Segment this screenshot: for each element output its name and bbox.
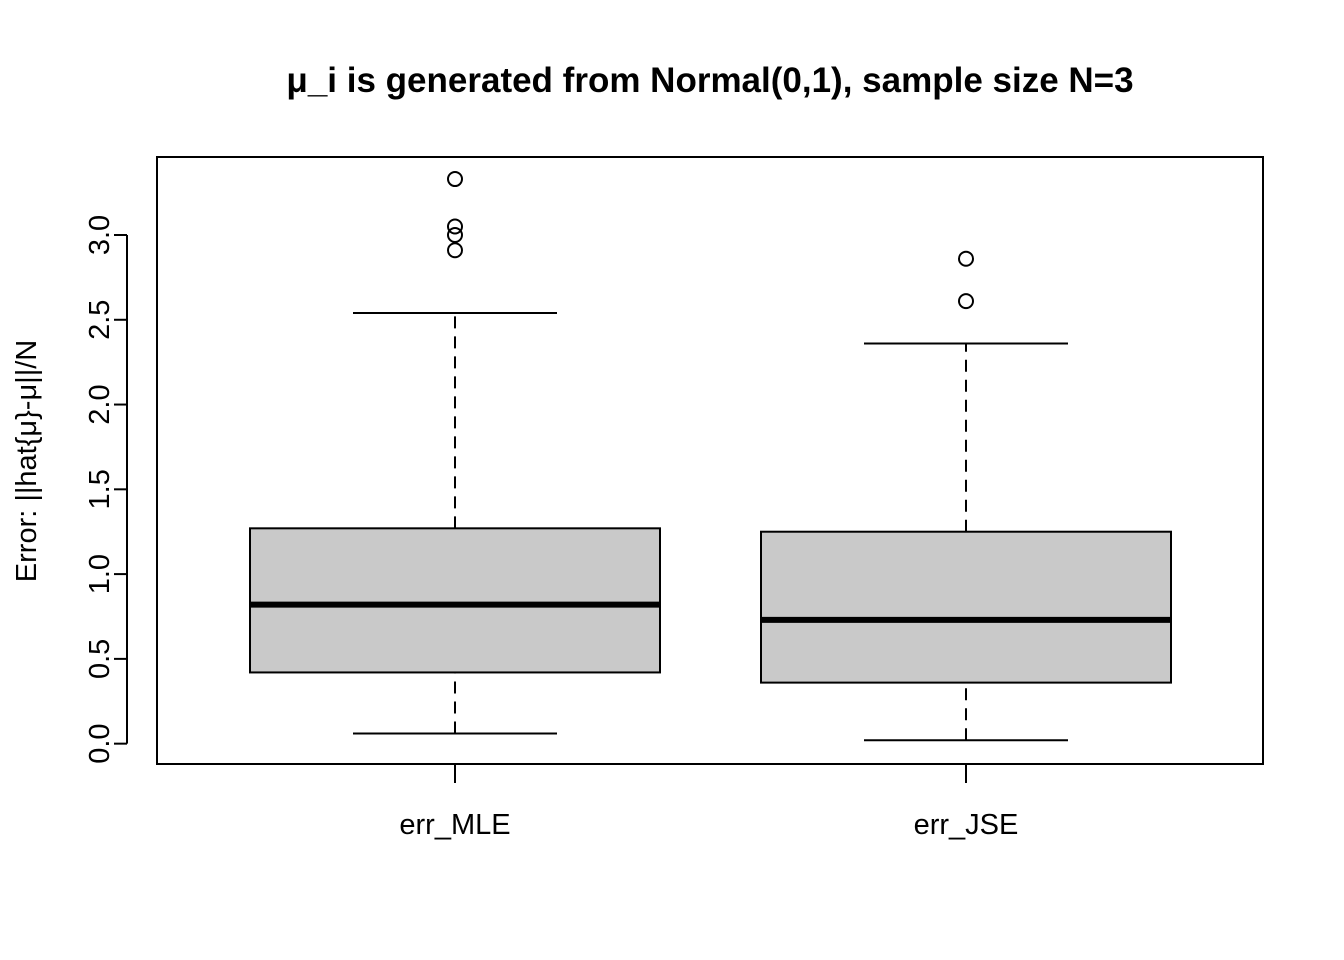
- outlier-point: [447, 226, 463, 243]
- box-series: [249, 171, 1172, 742]
- outlier-point: [447, 242, 463, 259]
- outlier-point: [958, 250, 974, 267]
- x-axis: err_MLE err_JSE: [399, 764, 1018, 841]
- box-err_MLE: [249, 171, 661, 735]
- outlier-point: [447, 218, 463, 235]
- x-tick-label: err_MLE: [399, 809, 510, 841]
- iqr-box: [249, 527, 661, 674]
- outlier-point: [447, 171, 463, 188]
- box-err_JSE: [760, 250, 1172, 742]
- y-axis-label: Error: ||hat{μ}-μ||/N: [11, 340, 43, 582]
- x-tick-label: err_JSE: [914, 809, 1019, 841]
- y-tick-label: 0.5: [84, 639, 116, 679]
- y-axis: 0.0 0.5 1.0 1.5 2.0 2.5 3.0: [84, 215, 128, 764]
- plot-frame: [156, 156, 1264, 765]
- y-tick-label: 3.0: [84, 215, 116, 255]
- outlier-point: [958, 293, 974, 310]
- chart-title: μ_i is generated from Normal(0,1), sampl…: [286, 61, 1133, 100]
- y-tick-label: 2.0: [84, 384, 116, 424]
- y-tick-label: 1.0: [84, 554, 116, 594]
- y-tick-label: 0.0: [84, 723, 116, 763]
- y-tick-label: 1.5: [84, 469, 116, 509]
- iqr-box: [760, 530, 1172, 684]
- y-tick-label: 2.5: [84, 300, 116, 340]
